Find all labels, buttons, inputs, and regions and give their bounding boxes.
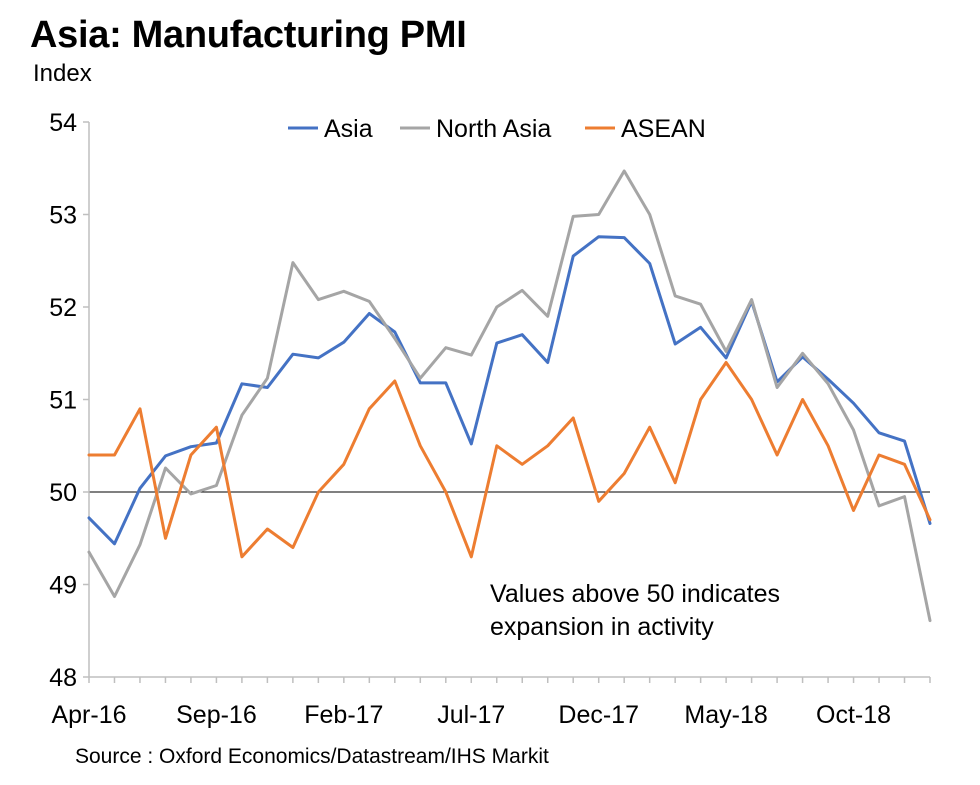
x-tick-label: Feb-17 — [304, 701, 383, 729]
x-tick-label: Jul-17 — [437, 701, 505, 729]
y-tick-label: 51 — [49, 387, 77, 415]
y-tick-label: 49 — [49, 572, 77, 600]
series-line-asia — [87, 235, 932, 546]
source-note: Source : Oxford Economics/Datastream/IHS… — [75, 745, 549, 768]
legend-item-asean: ASEAN — [585, 115, 706, 143]
annotation-line-2: expansion in activity — [490, 613, 714, 641]
y-tick-label: 50 — [49, 479, 77, 507]
x-tick-label: Apr-16 — [51, 701, 126, 729]
y-axis-unit-label: Index — [33, 60, 92, 87]
chart-legend: Asia North Asia ASEAN — [288, 115, 706, 143]
legend-label: Asia — [324, 115, 373, 143]
legend-label: ASEAN — [621, 115, 706, 143]
y-tick-label: 48 — [49, 664, 77, 692]
series-line-north-asia — [87, 169, 932, 623]
chart-axes: 48 49 50 51 52 53 54 Apr-16 Sep-16 Feb-17 Jul-17 De… — [49, 109, 931, 729]
x-tick-label: May-18 — [684, 701, 767, 729]
chart-title: Asia: Manufacturing PMI — [30, 14, 467, 56]
series-lines — [87, 169, 932, 623]
legend-label: North Asia — [436, 115, 551, 143]
chart-annotation: Values above 50 indicates expansion in a… — [490, 578, 780, 644]
x-tick-label: Sep-16 — [176, 701, 257, 729]
legend-item-asia: Asia — [288, 115, 373, 143]
y-tick-label: 54 — [49, 109, 77, 137]
legend-item-north-asia: North Asia — [400, 115, 551, 143]
y-tick-label: 53 — [49, 202, 77, 230]
series-line-asean — [87, 361, 932, 559]
y-tick-label: 52 — [49, 294, 77, 322]
x-tick-label: Oct-18 — [816, 701, 891, 729]
annotation-line-1: Values above 50 indicates — [490, 580, 781, 608]
x-tick-label: Dec-17 — [558, 701, 639, 729]
